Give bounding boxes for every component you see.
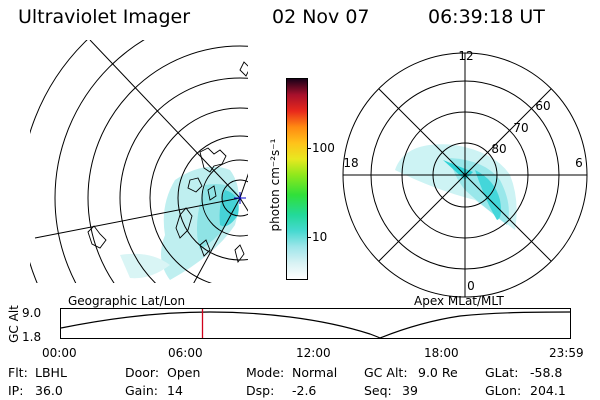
colorbar-unit-label: photon cm⁻²s⁻¹ [268,138,282,232]
lat-label-70: 70 [513,121,528,135]
mlt-label-6: 6 [575,156,583,170]
dsp-label: Dsp: [246,383,275,398]
altitude-ytick-top: 9.0 [22,306,42,320]
glat-value: -58.8 [530,365,563,380]
glat-label: GLat: [485,365,519,380]
time-tick-0000: 00:00 [42,346,77,360]
colorbar [286,78,308,280]
colorbar-tickmark-10 [307,237,311,238]
date-label: 02 Nov 07 [272,6,370,28]
time-label: 06:39:18 UT [428,6,545,28]
colorbar-tick-100: 100 [312,141,335,155]
ip-label: IP: [8,383,24,398]
gc-alt-label: GC Alt: [364,365,408,380]
time-tick-1200: 12:00 [296,346,331,360]
mode-label: Mode: [246,365,285,380]
gain-value: 14 [167,383,183,398]
latitude-grid [30,40,248,283]
mlt-label-0: 0 [467,279,475,293]
polar-grid [342,52,588,298]
altitude-ytick-bottom: 1.8 [22,330,42,344]
aurora-emission-apex [395,144,517,230]
filter-label: Flt: [8,365,28,380]
mode-value: Normal [292,365,338,380]
longitude-grid [34,40,248,283]
altitude-plot [60,308,571,339]
time-tick-0600: 06:00 [168,346,203,360]
apex-panel-label: Apex MLat/MLT [414,294,504,308]
geographic-map [30,40,248,283]
apex-polar-plot: 12 18 6 0 60 70 80 [342,49,588,298]
glon-label: GLon: [485,383,522,398]
satellite-marker [234,192,246,204]
instrument-title: Ultraviolet Imager [18,6,191,28]
seq-label: Seq: [364,383,392,398]
time-tick-1800: 18:00 [424,346,459,360]
door-label: Door: [125,365,160,380]
colorbar-tickmark-100 [307,148,311,149]
time-tick-2359: 23:59 [549,346,584,360]
gain-label: Gain: [125,383,158,398]
dsp-value: -2.6 [292,383,317,398]
mlt-label-12: 12 [458,49,473,63]
seq-value: 39 [402,383,418,398]
door-value: Open [167,365,201,380]
lat-label-60: 60 [535,99,550,113]
colorbar-tick-10: 10 [312,230,328,244]
gc-alt-value: 9.0 Re [418,365,458,380]
altitude-ylabel: GC Alt [7,305,21,343]
ip-value: 36.0 [35,383,63,398]
lat-label-80: 80 [491,142,506,156]
filter-value: LBHL [35,365,67,380]
geographic-panel-label: Geographic Lat/Lon [68,294,186,308]
mlt-label-18: 18 [343,156,358,170]
glon-value: 204.1 [530,383,566,398]
coastlines [87,61,248,264]
altitude-curve [60,311,571,339]
